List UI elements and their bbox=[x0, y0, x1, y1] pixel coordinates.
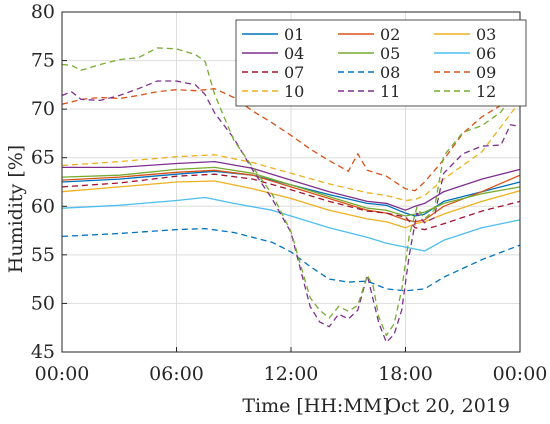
series-line-05 bbox=[61, 166, 521, 217]
date-annotation: Oct 20, 2019 bbox=[385, 395, 510, 417]
series-line-09 bbox=[61, 88, 521, 192]
series-line-07 bbox=[61, 173, 521, 231]
x-tick-label: 06:00 bbox=[149, 363, 204, 385]
legend-label-08: 08 bbox=[380, 63, 400, 82]
legend-label-04: 04 bbox=[284, 44, 304, 63]
y-tick-label: 80 bbox=[31, 1, 55, 23]
series-line-03 bbox=[61, 180, 521, 229]
y-tick-label: 65 bbox=[31, 147, 55, 169]
legend-label-02: 02 bbox=[380, 25, 400, 44]
axis-ticks: 00:00 06:00 12:00 18:00 00:00455055606570758… bbox=[31, 1, 548, 385]
y-tick-label: 60 bbox=[31, 195, 55, 217]
series-line-04 bbox=[62, 160, 521, 211]
x-axis-label: Time [HH:MM] bbox=[242, 395, 389, 417]
series-lines bbox=[61, 47, 521, 343]
legend-label-05: 05 bbox=[380, 44, 400, 63]
y-axis-label: Humidity [%] bbox=[5, 145, 27, 273]
legend: 01 02 03 04 05 06 07 08 09 10 11 12 bbox=[235, 19, 527, 107]
series-line-02 bbox=[61, 169, 521, 223]
legend-box bbox=[235, 19, 527, 107]
legend-label-10: 10 bbox=[284, 82, 304, 101]
x-tick-label: 12:00 bbox=[264, 363, 319, 385]
y-tick-label: 55 bbox=[31, 244, 55, 266]
legend-label-09: 09 bbox=[476, 63, 496, 82]
y-tick-label: 45 bbox=[31, 341, 55, 363]
series-line-11 bbox=[61, 80, 521, 343]
series-line-08 bbox=[61, 227, 521, 292]
y-tick-label: 75 bbox=[31, 50, 55, 72]
legend-items: 01 02 03 04 05 06 07 08 09 10 11 12 bbox=[242, 25, 496, 101]
legend-label-03: 03 bbox=[476, 25, 496, 44]
y-tick-label: 70 bbox=[31, 98, 55, 120]
legend-label-12: 12 bbox=[476, 82, 496, 101]
legend-label-06: 06 bbox=[476, 44, 496, 63]
series-line-12 bbox=[61, 47, 521, 337]
y-tick-label: 50 bbox=[31, 292, 55, 314]
series-line-10 bbox=[61, 101, 521, 202]
legend-label-07: 07 bbox=[284, 63, 304, 82]
series-line-06 bbox=[61, 196, 521, 252]
legend-label-11: 11 bbox=[380, 82, 400, 101]
x-tick-label: 18:00 bbox=[378, 363, 433, 385]
legend-label-01: 01 bbox=[284, 25, 304, 44]
x-tick-label: 00:00 bbox=[35, 363, 90, 385]
x-tick-label: 00:00 bbox=[493, 363, 548, 385]
